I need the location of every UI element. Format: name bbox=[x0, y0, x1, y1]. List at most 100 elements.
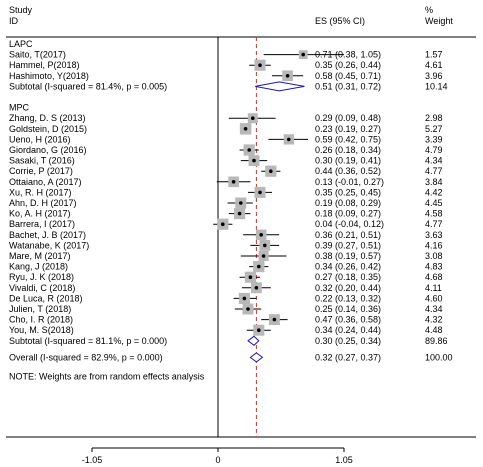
study-label: Ottaiano, A (2017) bbox=[9, 177, 82, 187]
es-ci-label: 0.29 (0.09, 0.48) bbox=[315, 113, 381, 123]
weight-label: 2.98 bbox=[425, 113, 443, 123]
point-estimate bbox=[231, 180, 236, 184]
point-estimate bbox=[259, 233, 264, 237]
study-label: Barrera, I (2017) bbox=[9, 219, 75, 229]
point-estimate bbox=[258, 63, 262, 67]
es-ci-label: 0.71 (0.38, 1.05) bbox=[315, 50, 381, 60]
es-ci-label: 0.27 (0.18, 0.35) bbox=[315, 272, 381, 282]
es-ci-label: 0.19 (0.08, 0.29) bbox=[315, 198, 381, 208]
study-label: Ueno, H (2016) bbox=[9, 134, 71, 144]
point-estimate bbox=[254, 286, 259, 290]
header-es: ES (95% CI) bbox=[315, 16, 365, 26]
overall-es-label: 0.32 (0.27, 0.37) bbox=[315, 352, 381, 362]
subtotal-label: Subtotal (I-squared = 81.4%, p = 0.005) bbox=[9, 81, 167, 91]
study-label: Sasaki, T (2016) bbox=[9, 156, 75, 166]
group-label: MPC bbox=[9, 103, 30, 113]
weight-label: 4.16 bbox=[425, 240, 443, 250]
header-study: Study bbox=[9, 5, 33, 15]
point-estimate bbox=[237, 211, 242, 216]
weight-label: 4.68 bbox=[425, 272, 443, 282]
study-label: Mare, M (2017) bbox=[9, 251, 71, 261]
study-label: Cho, I. R (2018) bbox=[9, 315, 73, 325]
point-estimate bbox=[261, 254, 266, 258]
es-ci-label: 0.32 (0.20, 0.44) bbox=[315, 283, 381, 293]
es-ci-label: 0.30 (0.19, 0.41) bbox=[315, 156, 381, 166]
overall-diamond bbox=[249, 352, 264, 363]
es-ci-label: 0.35 (0.25, 0.45) bbox=[315, 187, 381, 197]
study-label: Bachet, J. B (2017) bbox=[9, 230, 86, 240]
es-ci-label: 0.25 (0.14, 0.36) bbox=[315, 304, 381, 314]
es-ci-label: 0.13 (-0.01, 0.27) bbox=[315, 177, 384, 187]
weight-label: 3.39 bbox=[425, 134, 443, 144]
point-estimate bbox=[272, 317, 277, 322]
point-estimate bbox=[258, 190, 262, 195]
x-tick-label: 1.05 bbox=[335, 455, 353, 465]
subtotal-es-label: 0.30 (0.25, 0.34) bbox=[315, 336, 381, 346]
es-ci-label: 0.22 (0.13, 0.32) bbox=[315, 293, 381, 303]
es-ci-label: 0.39 (0.27, 0.51) bbox=[315, 240, 381, 250]
subtotal-diamond bbox=[255, 81, 305, 92]
weight-label: 4.77 bbox=[425, 219, 443, 229]
study-label: Hammel, P(2018) bbox=[9, 60, 80, 70]
header-weight: Weight bbox=[425, 16, 453, 26]
weight-label: 3.08 bbox=[425, 251, 443, 261]
point-estimate bbox=[242, 296, 247, 301]
weight-label: 4.42 bbox=[425, 187, 443, 197]
study-label: Zhang, D. S (2013) bbox=[9, 113, 86, 123]
study-label: You, M. S(2018) bbox=[9, 325, 74, 335]
study-label: Goldstein, D (2015) bbox=[9, 124, 87, 134]
point-estimate bbox=[269, 169, 273, 173]
weight-label: 4.83 bbox=[425, 262, 443, 272]
es-ci-label: 0.44 (0.36, 0.52) bbox=[315, 166, 381, 176]
point-estimate bbox=[243, 127, 248, 131]
study-label: Hashimoto, Y(2018) bbox=[9, 71, 89, 81]
weight-label: 1.57 bbox=[425, 50, 443, 60]
group-label: LAPC bbox=[9, 39, 33, 49]
weight-label: 5.27 bbox=[425, 124, 443, 134]
study-label: Ryu, J. K (2018) bbox=[9, 272, 74, 282]
es-ci-label: 0.04 (-0.04, 0.12) bbox=[315, 219, 384, 229]
es-ci-label: 0.34 (0.24, 0.44) bbox=[315, 325, 381, 335]
es-ci-label: 0.23 (0.19, 0.27) bbox=[315, 124, 381, 134]
study-label: Xu, R. H (2017) bbox=[9, 187, 72, 197]
point-estimate bbox=[257, 328, 261, 333]
weight-label: 4.77 bbox=[425, 166, 443, 176]
point-estimate bbox=[248, 275, 253, 280]
weight-label: 4.61 bbox=[425, 60, 443, 70]
weight-label: 4.45 bbox=[425, 198, 443, 208]
es-ci-label: 0.34 (0.26, 0.42) bbox=[315, 262, 381, 272]
weight-label: 4.11 bbox=[425, 283, 442, 293]
es-ci-label: 0.38 (0.19, 0.57) bbox=[315, 251, 381, 261]
es-ci-label: 0.35 (0.26, 0.44) bbox=[315, 60, 381, 70]
weight-label: 3.96 bbox=[425, 71, 443, 81]
study-label: Giordano, G (2016) bbox=[9, 145, 87, 155]
weight-label: 4.58 bbox=[425, 209, 443, 219]
study-label: Ahn, D. H (2017) bbox=[9, 198, 77, 208]
weight-label: 3.84 bbox=[425, 177, 443, 187]
point-estimate bbox=[257, 264, 261, 269]
point-estimate bbox=[287, 137, 291, 142]
es-ci-label: 0.58 (0.45, 0.71) bbox=[315, 71, 381, 81]
point-estimate bbox=[251, 116, 255, 120]
point-estimate bbox=[252, 158, 256, 163]
weight-label: 4.32 bbox=[425, 315, 443, 325]
overall-weight-label: 100.00 bbox=[425, 352, 453, 362]
overall-label: Overall (I-squared = 82.9%, p = 0.000) bbox=[9, 352, 163, 362]
weight-label: 4.79 bbox=[425, 145, 443, 155]
note-text: NOTE: Weights are from random effects an… bbox=[9, 371, 205, 381]
subtotal-weight-label: 89.86 bbox=[425, 336, 448, 346]
point-estimate bbox=[301, 52, 306, 57]
es-ci-label: 0.26 (0.18, 0.34) bbox=[315, 145, 381, 155]
weight-label: 4.34 bbox=[425, 304, 443, 314]
x-tick-label: 0 bbox=[215, 455, 220, 465]
study-label: Kang, J (2018) bbox=[9, 262, 68, 272]
point-estimate bbox=[285, 74, 290, 78]
study-label: Saito, T(2017) bbox=[9, 50, 66, 60]
point-estimate bbox=[263, 243, 267, 248]
study-label: Watanabe, K (2017) bbox=[9, 240, 89, 250]
es-ci-label: 0.59 (0.42, 0.75) bbox=[315, 134, 381, 144]
es-ci-label: 0.18 (0.09, 0.27) bbox=[315, 209, 381, 219]
header-percent: % bbox=[425, 5, 433, 15]
subtotal-diamond bbox=[247, 335, 260, 346]
x-tick-label: -1.05 bbox=[82, 455, 103, 465]
